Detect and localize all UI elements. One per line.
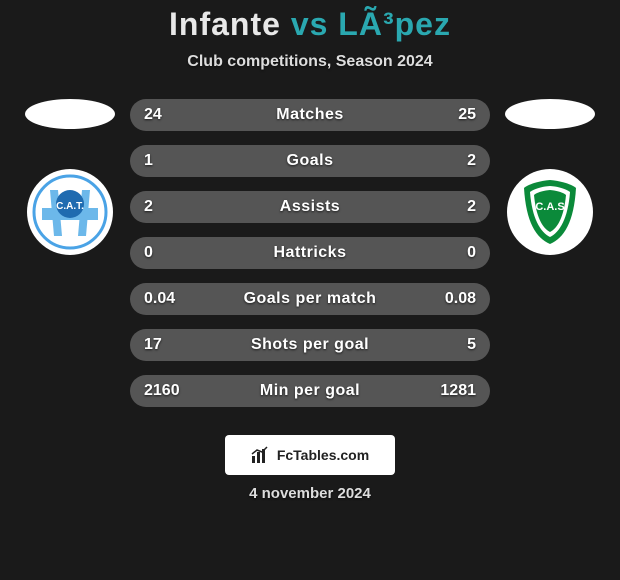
stat-label: Matches [276, 106, 344, 124]
stat-right-val: 0 [467, 244, 476, 262]
stat-row-hattricks: 0 Hattricks 0 [130, 237, 490, 269]
player2-name: LÃ³pez [338, 6, 451, 42]
stat-left-val: 0 [144, 244, 153, 262]
chart-icon [251, 446, 271, 464]
stat-row-gpm: 0.04 Goals per match 0.08 [130, 283, 490, 315]
stat-label: Hattricks [274, 244, 347, 262]
brand-box: FcTables.com [225, 435, 395, 475]
stat-label: Min per goal [260, 382, 360, 400]
stat-row-assists: 2 Assists 2 [130, 191, 490, 223]
stat-left-val: 0.04 [144, 290, 175, 308]
stat-row-spg: 17 Shots per goal 5 [130, 329, 490, 361]
stat-row-goals: 1 Goals 2 [130, 145, 490, 177]
stat-left-val: 1 [144, 152, 153, 170]
stat-left-val: 2160 [144, 382, 180, 400]
player1-name: Infante [169, 6, 281, 42]
stat-right-val: 1281 [440, 382, 476, 400]
stat-right-val: 5 [467, 336, 476, 354]
stat-right-val: 25 [458, 106, 476, 124]
svg-text:C.A.S: C.A.S [535, 201, 564, 213]
stat-label: Shots per goal [251, 336, 369, 354]
stat-right-val: 2 [467, 198, 476, 216]
stat-left-val: 2 [144, 198, 153, 216]
stat-left-val: 24 [144, 106, 162, 124]
stats-list: 24 Matches 25 1 Goals 2 2 Assists 2 0 Ha… [130, 99, 490, 407]
right-side: C.A.S [500, 99, 600, 255]
stat-row-matches: 24 Matches 25 [130, 99, 490, 131]
stat-row-mpg: 2160 Min per goal 1281 [130, 375, 490, 407]
left-oval [25, 99, 115, 129]
page-title: Infante vs LÃ³pez [0, 6, 620, 43]
stat-right-val: 2 [467, 152, 476, 170]
brand-text: FcTables.com [277, 447, 369, 463]
right-team-badge: C.A.S [507, 169, 593, 255]
stat-label: Assists [280, 198, 340, 216]
stat-label: Goals [287, 152, 334, 170]
right-oval [505, 99, 595, 129]
vs-text: vs [291, 6, 329, 42]
date-text: 4 november 2024 [0, 485, 620, 502]
stat-label: Goals per match [244, 290, 377, 308]
left-team-badge: C.A.T. [27, 169, 113, 255]
subtitle: Club competitions, Season 2024 [0, 53, 620, 71]
svg-text:C.A.T.: C.A.T. [56, 201, 84, 212]
stat-right-val: 0.08 [445, 290, 476, 308]
left-side: C.A.T. [20, 99, 120, 255]
stat-left-val: 17 [144, 336, 162, 354]
